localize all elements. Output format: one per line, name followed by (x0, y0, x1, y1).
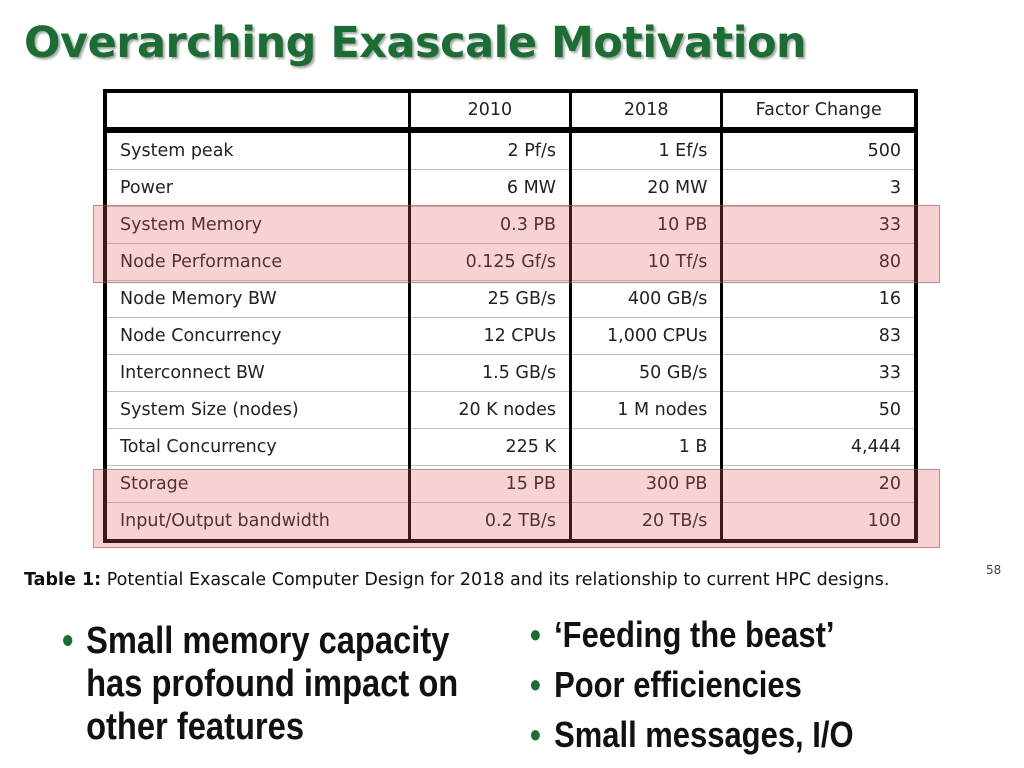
table-row: Node Memory BW 25 GB/s 400 GB/s 16 (105, 280, 916, 318)
value-2010: 1.5 GB/s (409, 354, 572, 392)
value-2010: 2 Pf/s (409, 130, 572, 170)
row-label: System peak (105, 130, 411, 170)
value-2018: 20 MW (570, 169, 724, 207)
value-2010: 25 GB/s (409, 280, 572, 318)
bullet-icon: • (530, 714, 541, 755)
bullet-list-left: • Small memory capacity has profound impa… (62, 620, 475, 749)
value-2018: 10 PB (570, 206, 724, 244)
exascale-table-container: 2010 2018 Factor Change System peak 2 Pf/… (93, 89, 940, 548)
value-2018: 10 Tf/s (570, 243, 724, 281)
row-label: Node Performance (105, 243, 411, 281)
bullet-text: Small messages, I/O (554, 714, 854, 755)
table-row: System Memory 0.3 PB 10 PB 33 (105, 206, 916, 244)
factor-change: 83 (878, 326, 901, 346)
value-2018: 20 TB/s (570, 502, 724, 541)
factor-change: 80 (878, 252, 901, 272)
header-2018: 2018 (570, 91, 724, 130)
row-label: Storage (105, 465, 411, 503)
factor-change: 16 (878, 289, 901, 309)
bullet-text: ‘Feeding the beast’ (554, 614, 835, 655)
factor-change: 4,444 (850, 437, 901, 457)
value-2010: 6 MW (409, 169, 572, 207)
value-2010: 0.125 Gf/s (409, 243, 572, 281)
highlight-memory-performance (93, 205, 940, 283)
table-row: Interconnect BW 1.5 GB/s 50 GB/s 33 (105, 354, 916, 392)
factor-change: 33 (878, 215, 901, 235)
table-row: Node Concurrency 12 CPUs 1,000 CPUs 83 (105, 317, 916, 355)
slide-title: Overarching Exascale Motivation (24, 18, 807, 68)
row-label: Total Concurrency (105, 428, 411, 466)
header-factor-change: Factor Change (755, 100, 882, 120)
table-row: System Size (nodes) 20 K nodes 1 M nodes 50 (105, 391, 916, 429)
row-label: Input/Output bandwidth (105, 502, 411, 541)
bullet-item: • ‘Feeding the beast’ (530, 610, 891, 660)
bullet-icon: • (530, 664, 541, 705)
table-row: Storage 15 PB 300 PB 20 (105, 465, 916, 503)
value-2010: 12 CPUs (409, 317, 572, 355)
value-2018: 400 GB/s (570, 280, 724, 318)
value-2010: 0.3 PB (409, 206, 572, 244)
value-2010: 20 K nodes (409, 391, 572, 429)
value-2018: 1 M nodes (570, 391, 724, 429)
row-label: System Memory (105, 206, 411, 244)
bullet-icon: • (62, 620, 74, 662)
table-row: Power 6 MW 20 MW 3 (105, 169, 916, 207)
factor-change: 3 (889, 178, 901, 198)
table-row: Node Performance 0.125 Gf/s 10 Tf/s 80 (105, 243, 916, 281)
bullet-icon: • (530, 614, 541, 655)
value-2010: 225 K (409, 428, 572, 466)
row-label: Interconnect BW (105, 354, 411, 392)
highlight-storage-io (93, 469, 940, 548)
value-2018: 1 B (570, 428, 724, 466)
factor-change: 20 (878, 474, 901, 494)
table-row: System peak 2 Pf/s 1 Ef/s 500 (105, 130, 916, 170)
table-row: Input/Output bandwidth 0.2 TB/s 20 TB/s 100 (105, 502, 916, 541)
table-caption: Table 1: Potential Exascale Computer Des… (24, 570, 889, 590)
row-label: Node Memory BW (105, 280, 411, 318)
bullet-item: • Small memory capacity has profound impa… (62, 620, 475, 749)
row-label: Power (105, 169, 411, 207)
bullet-text: Poor efficiencies (554, 664, 802, 705)
exascale-comparison-table: 2010 2018 Factor Change System peak 2 Pf/… (103, 89, 918, 543)
factor-change: 500 (867, 141, 901, 161)
value-2010: 0.2 TB/s (409, 502, 572, 541)
factor-change: 50 (878, 400, 901, 420)
row-label: Node Concurrency (105, 317, 411, 355)
header-label-col (105, 91, 411, 130)
bullet-list-right: • ‘Feeding the beast’ • Poor efficiencies • S… (530, 610, 891, 760)
factor-change: 33 (878, 363, 901, 383)
value-2018: 50 GB/s (570, 354, 724, 392)
caption-text: Potential Exascale Computer Design for 2… (106, 570, 890, 590)
value-2018: 1 Ef/s (570, 130, 724, 170)
bullet-item: • Poor efficiencies (530, 660, 891, 710)
table-header-row: 2010 2018 Factor Change (105, 91, 916, 130)
page-number: 58 (986, 563, 1002, 577)
value-2018: 1,000 CPUs (570, 317, 724, 355)
factor-change: 100 (867, 511, 901, 531)
header-2010: 2010 (409, 91, 572, 130)
bullet-item: • Small messages, I/O (530, 710, 891, 760)
value-2010: 15 PB (409, 465, 572, 503)
caption-label: Table 1: (24, 570, 102, 590)
row-label: System Size (nodes) (105, 391, 411, 429)
value-2018: 300 PB (570, 465, 724, 503)
bullet-text: Small memory capacity has profound impac… (86, 620, 459, 748)
